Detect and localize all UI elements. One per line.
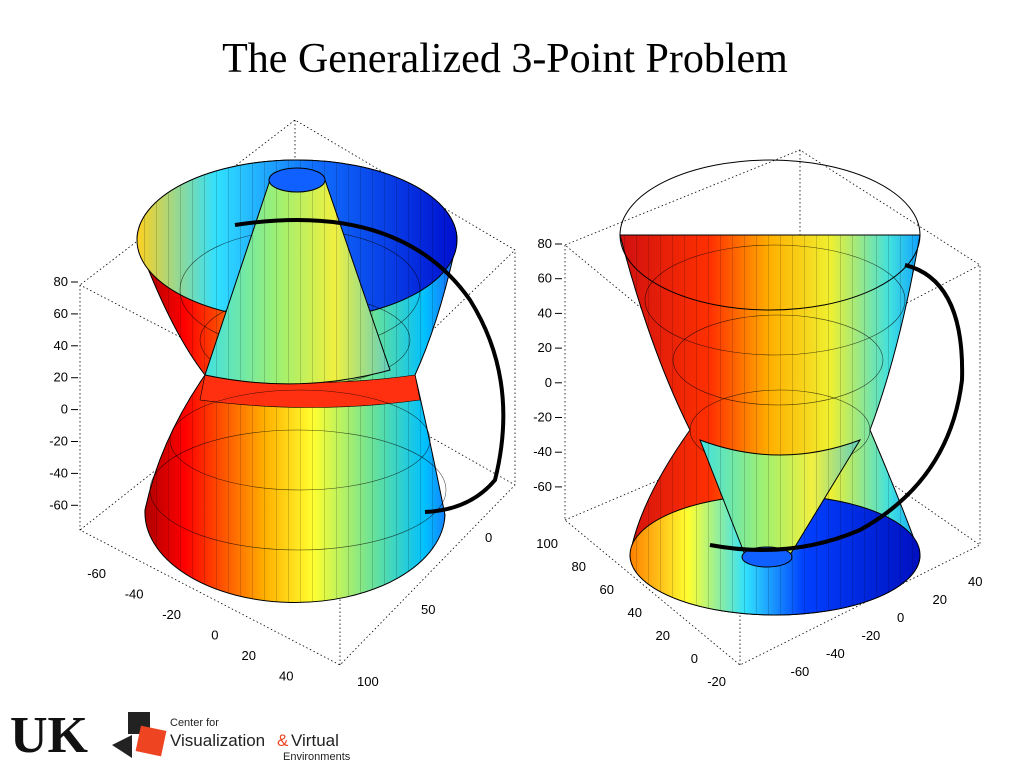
logo-line2: Visualization [170,731,265,750]
logo-line1: Center for [170,717,219,729]
tick-label: -40 [49,465,68,480]
logo-line4: Environments [283,751,351,763]
tick-label: 0 [485,530,492,545]
tick-label: 20 [656,628,670,643]
tick-label: 40 [279,669,293,684]
logo-amp: & [277,731,289,750]
tick-label: -40 [533,444,552,459]
tick-label: 40 [968,574,982,589]
slide-title: The Generalized 3-Point Problem [222,36,788,82]
tick-label: -40 [125,587,144,602]
tick-label: 40 [54,338,68,353]
tick-label: -20 [49,434,68,449]
tick-label: 80 [572,559,586,574]
tick-label: -60 [87,566,106,581]
tick-label: -60 [49,497,68,512]
tick-label: 0 [61,402,68,417]
tick-label: 60 [54,306,68,321]
logo: UK Center for Visualization & Virtual En… [10,707,351,764]
tick-label: -60 [533,479,552,494]
tick-label: 80 [538,236,552,251]
logo-mark: UK [10,707,89,764]
tick-label: -20 [707,674,726,689]
tick-label: 20 [538,340,552,355]
tick-label: 20 [54,370,68,385]
tick-label: 0 [897,610,904,625]
tick-label: 100 [357,674,379,689]
tick-label: 20 [933,592,947,607]
tick-label: 100 [536,536,558,551]
tick-label: 40 [628,605,642,620]
tick-label: 20 [242,648,256,663]
tick-label: -40 [826,646,845,661]
plot-left [79,119,516,666]
tick-label: -20 [162,607,181,622]
tick-label: 60 [538,271,552,286]
tick-label: 0 [545,375,552,390]
logo-line3: Virtual [291,731,339,750]
plot-right [564,149,981,666]
tick-label: 80 [54,274,68,289]
tick-label: -20 [533,410,552,425]
tick-label: 40 [538,305,552,320]
tick-label: 50 [421,602,435,617]
tick-label: 0 [691,651,698,666]
tick-label: 0 [211,628,218,643]
tick-label: -20 [862,628,881,643]
tick-label: -60 [791,664,810,679]
tick-label: 60 [600,582,614,597]
